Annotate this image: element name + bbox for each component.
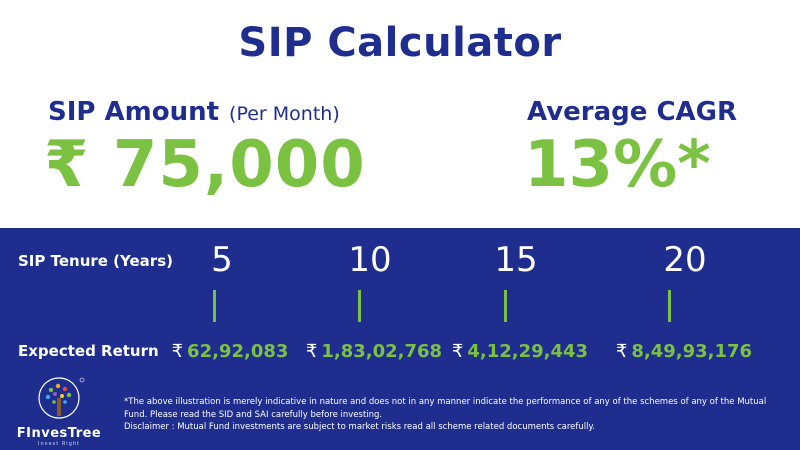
tenure-year-10: 10 xyxy=(348,240,392,280)
tick-mark xyxy=(504,290,507,322)
tick-mark xyxy=(668,290,671,322)
brand-name: FInvesTree xyxy=(16,426,102,441)
finvestree-logo-icon xyxy=(38,377,85,419)
expected-return-15: ₹4,12,29,443 xyxy=(440,341,600,362)
cagr-value: 13%* xyxy=(524,128,711,202)
returns-panel: SIP Tenure (Years) Expected Return 5 ₹62… xyxy=(0,228,800,450)
sip-amount-label: SIP Amount (Per Month) xyxy=(48,97,340,127)
tick-mark xyxy=(213,290,216,322)
sip-amount-value: ₹ 75,000 xyxy=(44,128,366,202)
rupee-symbol: ₹ xyxy=(615,341,628,362)
return-row-label: Expected Return xyxy=(18,342,159,360)
page-title: SIP Calculator xyxy=(238,20,562,66)
rupee-symbol: ₹ xyxy=(305,341,318,362)
tenure-year-15: 15 xyxy=(494,240,538,280)
expected-return-5: ₹62,92,083 xyxy=(150,341,310,362)
expected-return-20: ₹8,49,93,176 xyxy=(604,341,764,362)
rupee-symbol: ₹ xyxy=(451,341,464,362)
tenure-year-20: 20 xyxy=(663,240,707,280)
tenure-year-5: 5 xyxy=(211,240,233,280)
disclaimer-line-1: *The above illustration is merely indica… xyxy=(124,397,767,420)
expected-return-20-value: 8,49,93,176 xyxy=(631,341,753,362)
expected-return-10: ₹1,83,02,768 xyxy=(294,341,454,362)
brand-tagline: Invest Right xyxy=(38,441,80,447)
tenure-row-label: SIP Tenure (Years) xyxy=(18,252,173,270)
expected-return-10-value: 1,83,02,768 xyxy=(321,341,443,362)
expected-return-5-value: 62,92,083 xyxy=(187,341,289,362)
tick-mark xyxy=(358,290,361,322)
cagr-label: Average CAGR xyxy=(527,97,738,127)
sip-amount-label-text: SIP Amount xyxy=(48,97,220,127)
header-section: SIP Calculator SIP Amount (Per Month) ₹ 7… xyxy=(44,20,738,202)
rupee-symbol: ₹ xyxy=(171,341,184,362)
sip-amount-sublabel: (Per Month) xyxy=(229,103,340,125)
disclaimer-block: *The above illustration is merely indica… xyxy=(124,396,792,434)
expected-return-15-value: 4,12,29,443 xyxy=(467,341,589,362)
disclaimer-line-2: Disclaimer : Mutual Fund investments are… xyxy=(124,422,595,432)
